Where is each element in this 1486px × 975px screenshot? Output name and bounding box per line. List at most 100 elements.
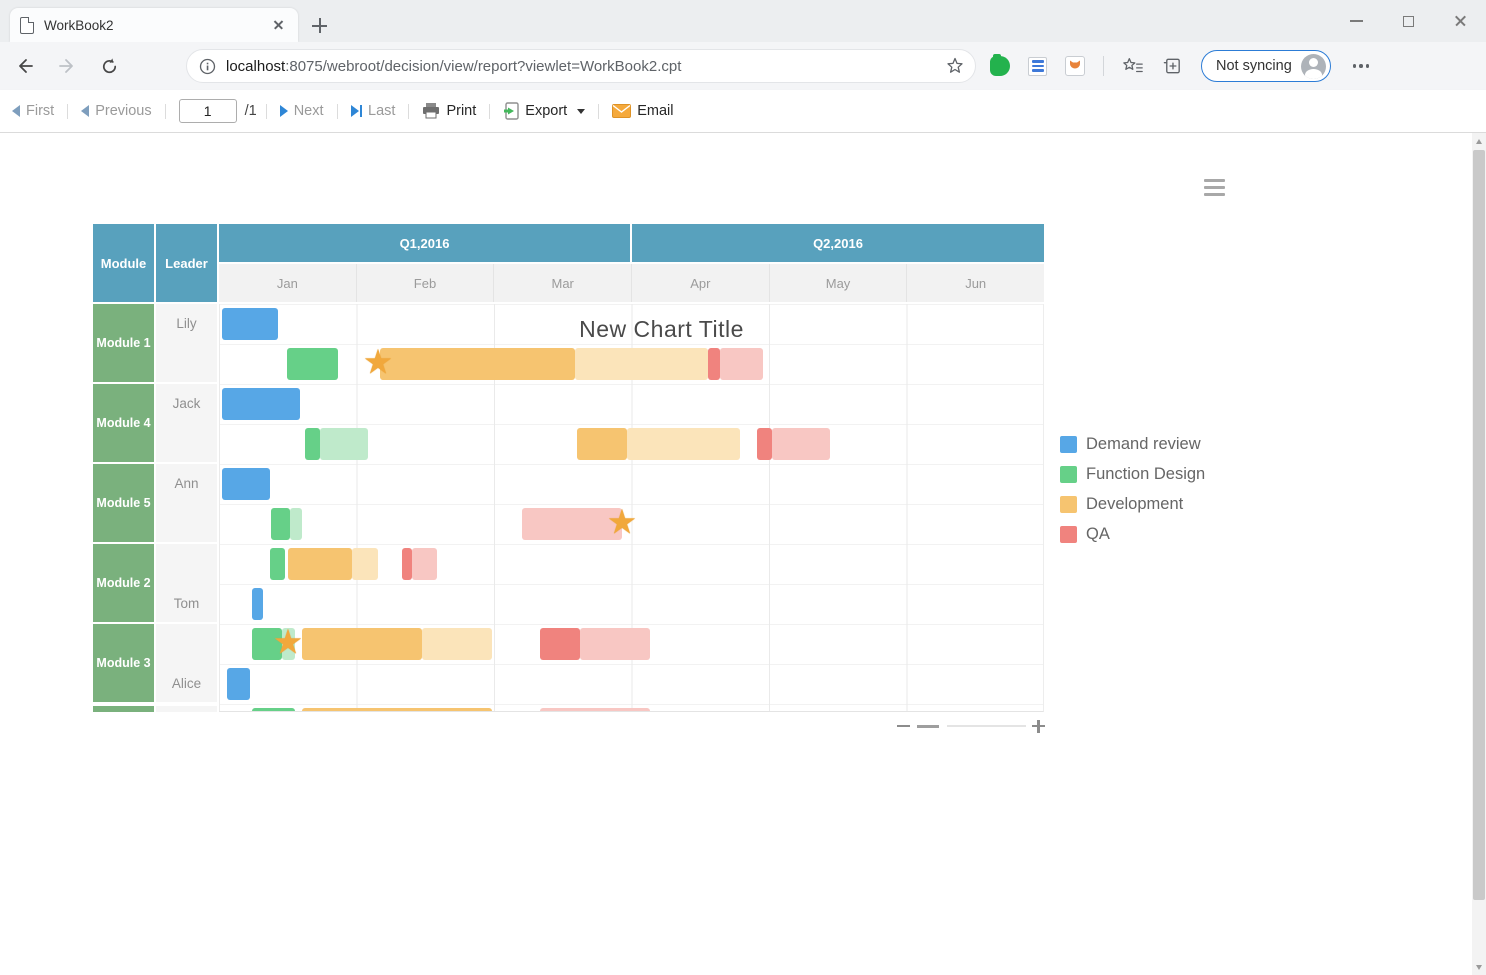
toolbar-separator	[1103, 56, 1104, 76]
gantt-bar-qa[interactable]	[720, 348, 763, 380]
scrollbar-up-arrow[interactable]	[1475, 139, 1482, 144]
gantt-bar-qa[interactable]	[402, 548, 412, 580]
gantt-bar-qa[interactable]	[757, 428, 772, 460]
gantt-bar-qa[interactable]	[540, 708, 650, 711]
page-number-input[interactable]	[178, 99, 237, 123]
month-may: May	[768, 264, 907, 302]
gantt-bar-demand-review[interactable]	[222, 468, 270, 500]
gantt-bar-demand-review[interactable]	[222, 308, 278, 340]
leader-cell: Jack	[156, 384, 217, 462]
close-button[interactable]	[1434, 0, 1486, 42]
gantt-bar-qa[interactable]	[540, 628, 580, 660]
gantt-bar-development[interactable]	[352, 548, 378, 580]
module-cell: Module 3	[93, 624, 154, 702]
site-info-icon[interactable]	[199, 58, 216, 75]
gantt-bar-development[interactable]	[288, 548, 352, 580]
gantt-bar-demand-review[interactable]	[222, 388, 300, 420]
gantt-bar-function-design[interactable]	[305, 428, 320, 460]
month-header-row: Jan Feb Mar Apr May Jun	[219, 264, 1044, 302]
legend-label: QA	[1086, 524, 1110, 543]
module-cell: Module 1	[93, 304, 154, 382]
zoom-slider-track[interactable]	[947, 725, 1026, 727]
cat-extension-icon[interactable]	[1065, 56, 1085, 76]
zoom-out-icon[interactable]	[897, 724, 910, 728]
browser-tab[interactable]: WorkBook2	[10, 8, 298, 42]
next-page-button[interactable]: Next	[276, 103, 328, 119]
first-page-button[interactable]: First	[8, 103, 58, 119]
gantt-bar-development[interactable]	[380, 348, 575, 380]
profile-sync-button[interactable]: Not syncing	[1201, 50, 1331, 82]
leader-cell: Alice	[156, 624, 217, 702]
first-page-label: First	[26, 103, 55, 119]
page-doc-icon	[20, 16, 34, 34]
module-cell: Module 2	[93, 544, 154, 622]
zoom-in-icon[interactable]	[1032, 719, 1045, 733]
month-mar: Mar	[493, 264, 631, 302]
scrollbar-down-arrow[interactable]	[1475, 965, 1482, 970]
gantt-bar-development[interactable]	[302, 708, 492, 711]
maximize-icon	[1402, 15, 1414, 27]
milestone-star-icon[interactable]: ★	[606, 503, 638, 542]
toolbar-separator	[67, 103, 69, 119]
export-button[interactable]: Export	[499, 102, 589, 120]
gantt-bar-qa[interactable]	[772, 428, 830, 460]
gantt-bar-function-design[interactable]	[282, 628, 295, 660]
evernote-extension-icon[interactable]	[990, 54, 1010, 76]
gantt-chart: Module Leader Q1,2016 Q2,2016 Jan Feb Ma…	[93, 224, 1044, 712]
gantt-bar-development[interactable]	[577, 428, 627, 460]
gantt-bar-function-design[interactable]	[271, 508, 290, 540]
leader-cell: Ann	[156, 464, 217, 542]
milestone-star-icon[interactable]: ★	[362, 343, 394, 382]
chart-menu-icon[interactable]	[1204, 179, 1225, 196]
extensions-row: Not syncing	[990, 49, 1370, 83]
previous-page-button[interactable]: Previous	[77, 103, 155, 119]
print-button[interactable]: Print	[418, 103, 480, 119]
legend-swatch	[1060, 465, 1077, 483]
export-dropdown-caret[interactable]	[577, 108, 586, 114]
gantt-bar-function-design[interactable]	[287, 348, 338, 380]
gantt-bar-demand-review[interactable]	[252, 588, 263, 620]
gantt-bar-development[interactable]	[575, 348, 708, 380]
gantt-bar-function-design[interactable]	[290, 508, 302, 540]
legend-label: Function Design	[1086, 464, 1206, 483]
collections-icon[interactable]	[1162, 56, 1183, 76]
gantt-bar-qa[interactable]	[522, 508, 622, 540]
scrollbar-thumb[interactable]	[1473, 150, 1485, 900]
milestone-star-icon[interactable]: ★	[272, 623, 304, 662]
new-tab-button[interactable]	[312, 18, 327, 33]
email-button[interactable]: Email	[608, 103, 677, 119]
gantt-bar-qa[interactable]	[412, 548, 437, 580]
leader-cell: Tom	[156, 544, 217, 622]
minimize-button[interactable]	[1330, 0, 1382, 42]
maximize-button[interactable]	[1382, 0, 1434, 42]
gantt-bar-development[interactable]	[627, 428, 740, 460]
gantt-bar-function-design[interactable]	[270, 548, 285, 580]
legend-item-function-design[interactable]: Function Design	[1060, 459, 1205, 489]
toolbar-separator	[164, 103, 166, 119]
leader-name: Tom	[173, 596, 200, 611]
gantt-bar-function-design[interactable]	[320, 428, 368, 460]
tab-close-icon[interactable]	[270, 16, 288, 34]
reader-extension-icon[interactable]	[1028, 56, 1047, 76]
add-favorite-star-icon[interactable]	[945, 56, 965, 76]
gantt-bar-development[interactable]	[302, 628, 422, 660]
gantt-bar-function-design[interactable]	[252, 628, 282, 660]
favorites-bar-icon[interactable]	[1122, 56, 1144, 76]
gantt-bar-demand-review[interactable]	[227, 668, 250, 700]
address-bar[interactable]: localhost:8075/webroot/decision/view/rep…	[186, 49, 976, 83]
zoom-slider-thumb[interactable]	[917, 724, 939, 728]
back-icon	[19, 59, 33, 73]
legend-item-development[interactable]: Development	[1060, 489, 1205, 519]
gantt-bar-qa[interactable]	[580, 628, 650, 660]
url-host: localhost	[226, 57, 286, 75]
last-page-button[interactable]: Last	[347, 103, 400, 119]
legend-item-qa[interactable]: QA	[1060, 519, 1205, 549]
gantt-bar-function-design[interactable]	[252, 708, 295, 711]
browser-menu-button[interactable]	[1352, 64, 1370, 68]
forward-button[interactable]	[50, 49, 84, 83]
back-button[interactable]	[8, 49, 42, 83]
refresh-button[interactable]	[92, 49, 126, 83]
legend-item-demand-review[interactable]: Demand review	[1060, 429, 1205, 459]
gantt-bar-qa[interactable]	[708, 348, 720, 380]
gantt-bar-development[interactable]	[422, 628, 492, 660]
